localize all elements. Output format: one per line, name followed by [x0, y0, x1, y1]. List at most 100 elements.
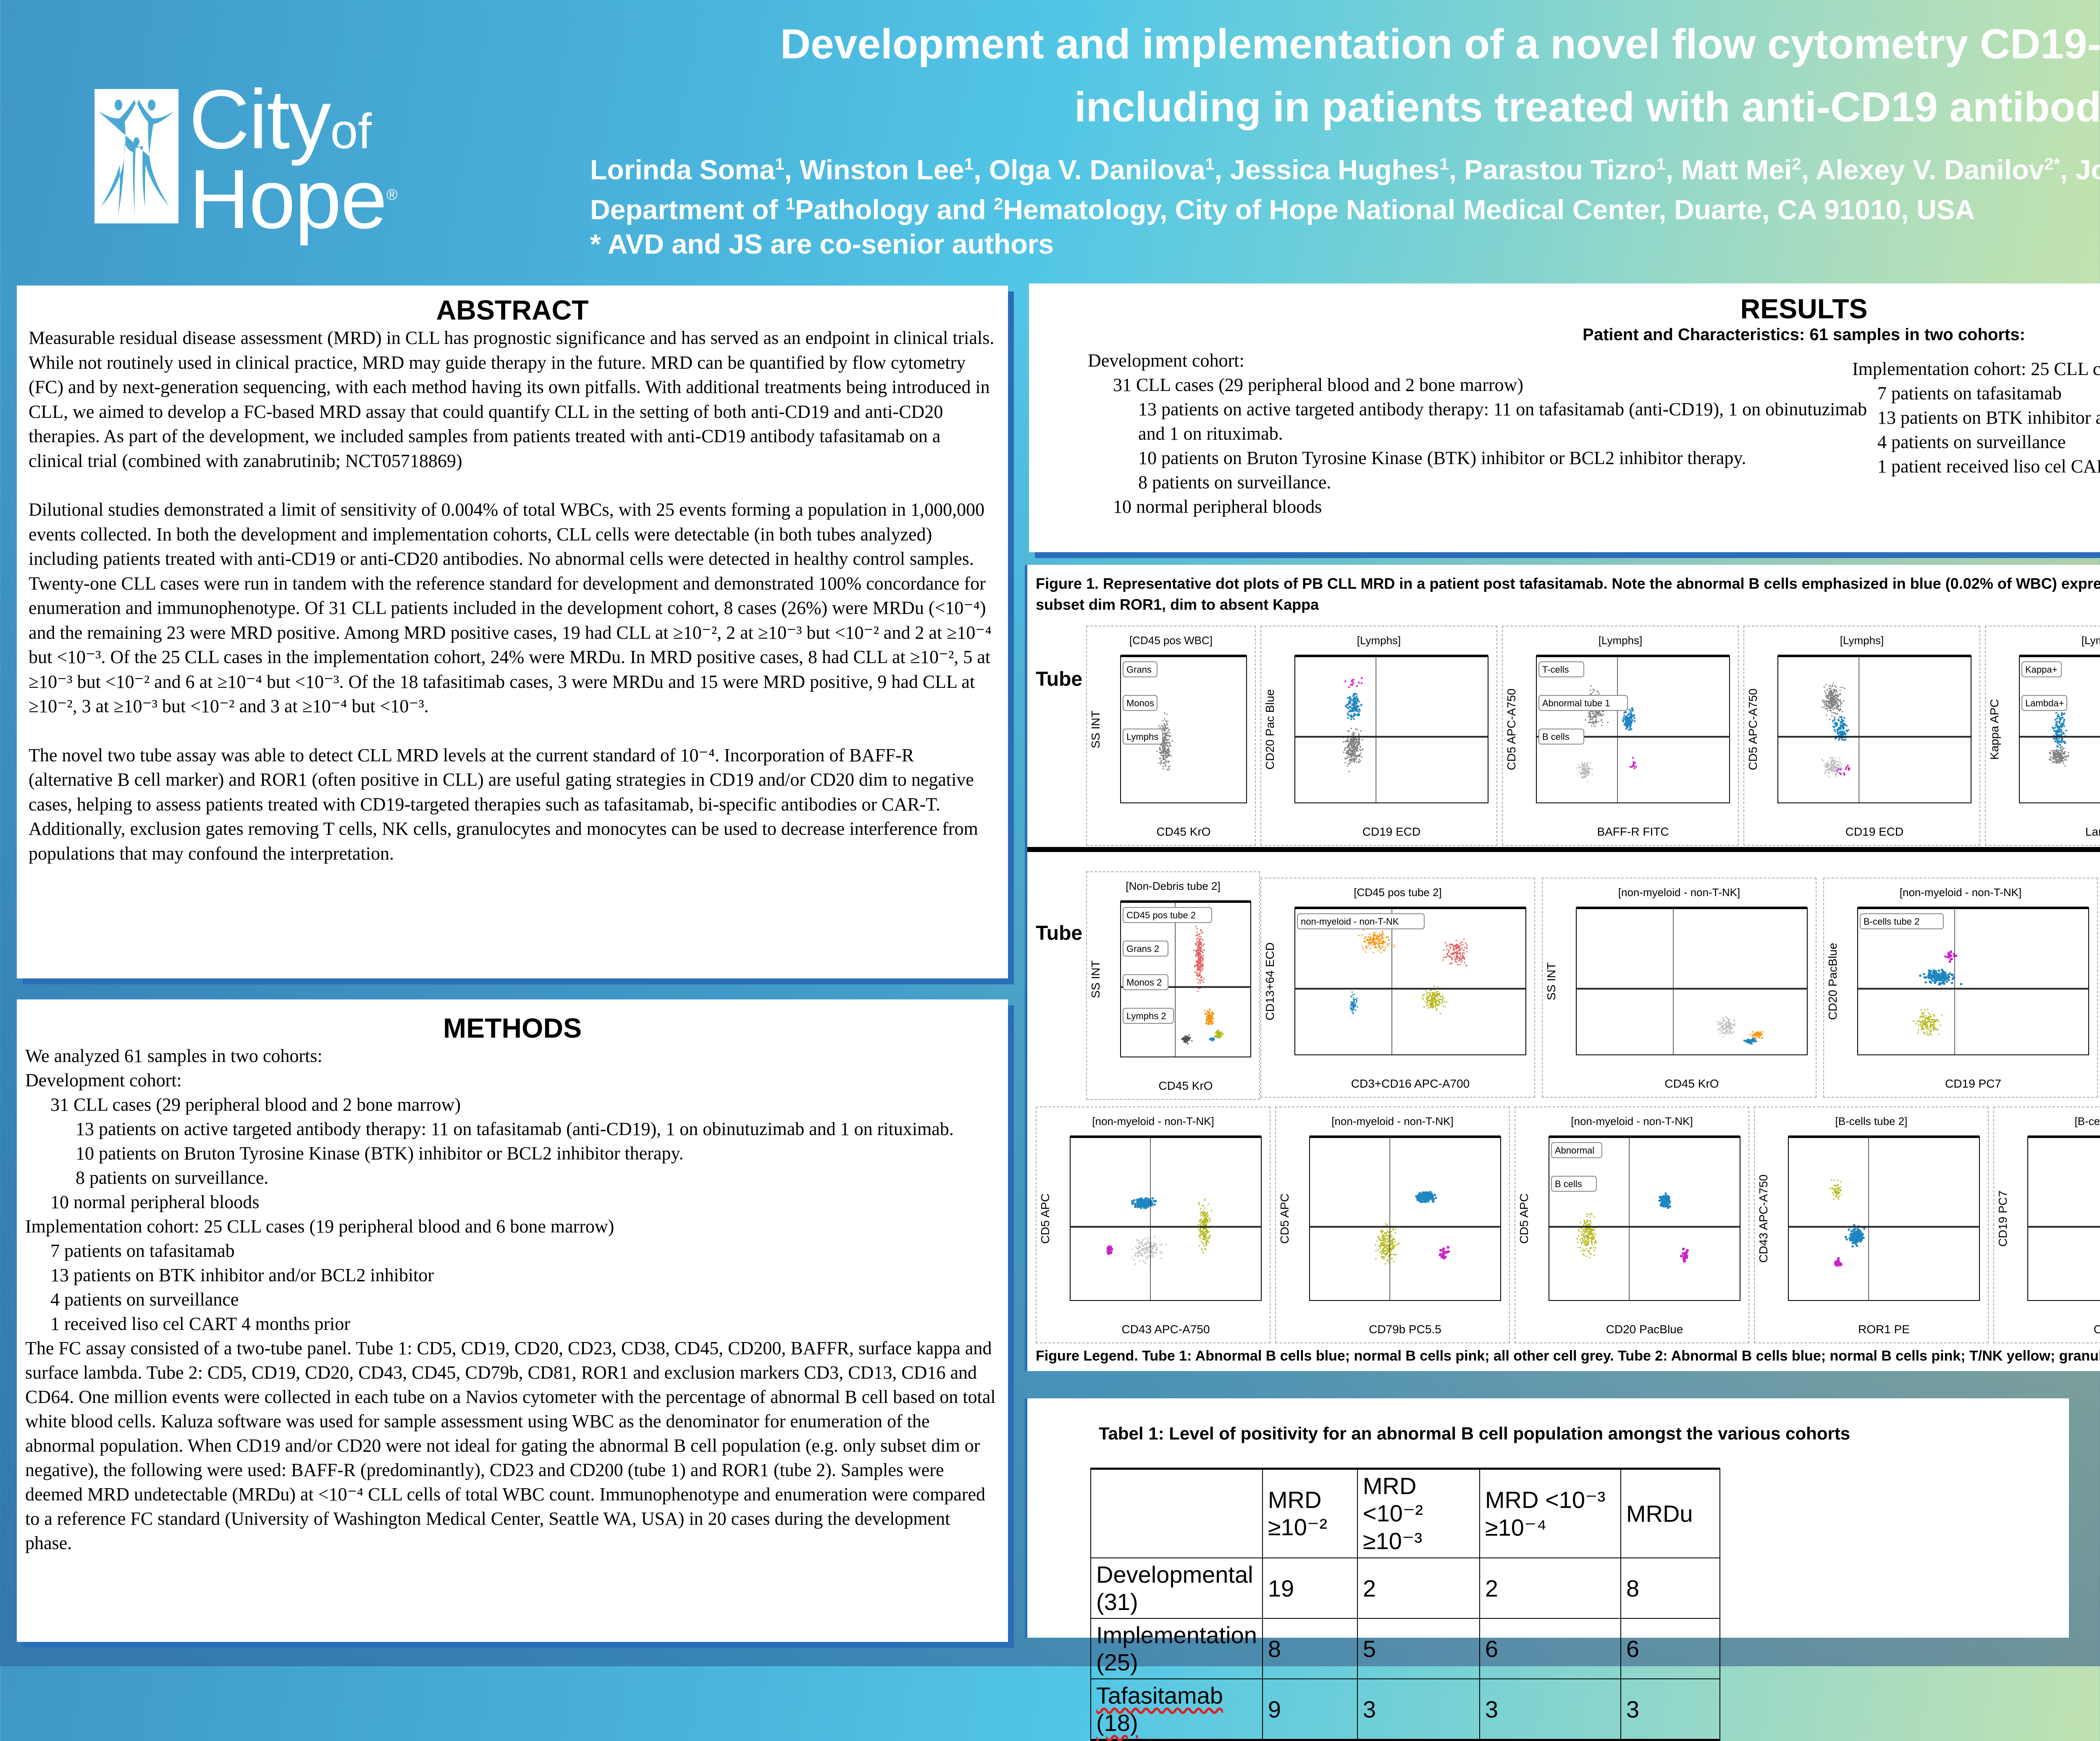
event-dot-granulocytes: [1197, 942, 1198, 944]
event-dot-monocytes: [1381, 934, 1382, 935]
event-dot-other: [1352, 752, 1353, 753]
event-dot-other: [1359, 759, 1360, 760]
event-dot-other: [2058, 756, 2059, 757]
event-dot-other: [1161, 760, 1162, 761]
event-dot-abnormal_b: [2053, 728, 2054, 730]
event-dot-other: [2059, 756, 2060, 758]
event-dot-other: [1827, 697, 1828, 699]
event-dot-other: [1354, 745, 1355, 747]
author-list: Lorinda Soma1, Winston Lee1, Olga V. Dan…: [590, 147, 2100, 187]
event-dot-normal_b: [1358, 682, 1360, 684]
event-dot-abnormal_b: [1358, 708, 1360, 710]
event-dot-abnormal_b: [2063, 721, 2065, 722]
event-dot-normal_b: [1848, 769, 1850, 771]
event-dot-other: [2053, 755, 2054, 756]
event-dot-other: [1824, 702, 1825, 703]
list-line: 7 patients on tafasitamab: [1852, 381, 2100, 406]
event-dot-other: [1601, 720, 1602, 721]
event-dot-tnk: [1426, 1004, 1428, 1006]
event-dot-other: [1830, 710, 1832, 711]
event-dot-abnormal_b: [1625, 728, 1627, 729]
event-dot-monocytes: [1370, 938, 1371, 939]
event-dot-tnk: [1220, 1032, 1221, 1033]
event-dot-tnk: [1444, 1002, 1445, 1003]
event-dot-other: [1829, 685, 1830, 687]
event-dot-granulocytes: [1460, 952, 1461, 953]
event-dot-abnormal_b: [1843, 733, 1845, 735]
event-dot-light_grey: [1835, 776, 1836, 777]
logo-hope-text: Hope: [189, 152, 386, 246]
event-dot-tnk: [1423, 1006, 1425, 1007]
event-dot-normal_b: [1350, 684, 1352, 686]
event-dot-tnk: [1436, 1004, 1437, 1006]
event-dot-other: [1831, 715, 1832, 716]
event-dot-other: [1840, 700, 1841, 701]
event-dot-other: [1590, 717, 1591, 718]
event-dot-other: [1840, 690, 1841, 691]
event-dot-granulocytes: [1446, 944, 1448, 946]
event-dot-other: [1835, 690, 1836, 691]
event-dot-other: [1159, 748, 1160, 749]
event-dot-other: [1590, 711, 1591, 712]
event-dot-tnk: [1218, 1031, 1219, 1032]
event-dot-other: [1164, 712, 1165, 713]
event-dot-granulocytes: [1198, 964, 1200, 965]
event-dot-monocytes: [1373, 942, 1375, 943]
event-dot-abnormal_b: [1358, 713, 1360, 715]
event-dot-other: [1344, 762, 1346, 763]
event-dot-abnormal_b: [1347, 697, 1349, 699]
event-dot-granulocytes: [1201, 951, 1202, 952]
event-dot-other: [1158, 725, 1159, 726]
event-dot-abnormal_b: [1352, 994, 1354, 996]
event-dot-tnk: [1434, 996, 1435, 998]
event-dot-monocytes: [1379, 947, 1381, 948]
event-dot-monocytes: [1385, 941, 1386, 942]
gate-label: Grans 2: [1126, 944, 1159, 954]
event-dot-monocytes: [1365, 936, 1366, 938]
event-dot-other: [1168, 734, 1169, 736]
event-dot-monocytes: [1388, 936, 1389, 938]
methods-cohort-list: We analyzed 61 samples in two cohorts:De…: [25, 1044, 1000, 1336]
event-dot-other: [1163, 744, 1165, 745]
event-dot-other: [1163, 723, 1165, 724]
event-dot-granulocytes: [1199, 946, 1200, 947]
event-dot-light_grey: [1839, 761, 1840, 762]
event-dot-monocytes: [1206, 1014, 1208, 1015]
event-dot-other: [1827, 690, 1828, 691]
event-dot-granulocytes: [1467, 951, 1468, 952]
event-dot-tnk: [1428, 1000, 1430, 1001]
event-dot-tnk: [1441, 1002, 1442, 1004]
event-dot-other: [1354, 749, 1356, 750]
list-line: Implementation cohort: 25 CLL cases (19 …: [25, 1214, 1000, 1239]
logo-hope-line: Hope®: [189, 160, 397, 239]
event-dot-abnormal_b: [2056, 718, 2058, 719]
event-dot-abnormal_b: [1834, 719, 1835, 721]
event-dot-abnormal_b: [1351, 704, 1353, 706]
event-dot-granulocytes: [1453, 945, 1454, 947]
event-dot-other: [2058, 751, 2060, 753]
event-dot-granulocytes: [1200, 946, 1202, 947]
event-dot-other: [1354, 732, 1355, 734]
event-dot-abnormal_b: [1356, 1002, 1357, 1003]
event-dot-abnormal_b: [1835, 731, 1836, 732]
event-dot-other: [2066, 755, 2068, 757]
gate-label: Abnormal tube 1: [1542, 698, 1610, 708]
event-dot-other: [2058, 750, 2060, 751]
event-dot-granulocytes: [1463, 958, 1465, 959]
implementation-cohort-list: Implementation cohort: 25 CLL cases (19 …: [1852, 357, 2100, 479]
event-dot-abnormal_b: [1351, 1002, 1352, 1004]
event-dot-light_grey: [1725, 1017, 1726, 1018]
event-dot-tnk: [1218, 1029, 1219, 1030]
event-dot-granulocytes: [1452, 959, 1453, 960]
event-dot-abnormal_b: [1354, 697, 1356, 698]
event-dot-tnk: [1430, 1000, 1431, 1001]
event-dot-granulocytes: [1451, 962, 1452, 964]
event-dot-granulocytes: [1464, 953, 1465, 954]
event-dot-other: [1352, 742, 1353, 743]
event-dot-light_grey: [1840, 767, 1841, 768]
event-dot-granulocytes: [1457, 954, 1458, 955]
event-dot-tnk: [1215, 1035, 1216, 1036]
event-dot-other: [2055, 756, 2057, 758]
